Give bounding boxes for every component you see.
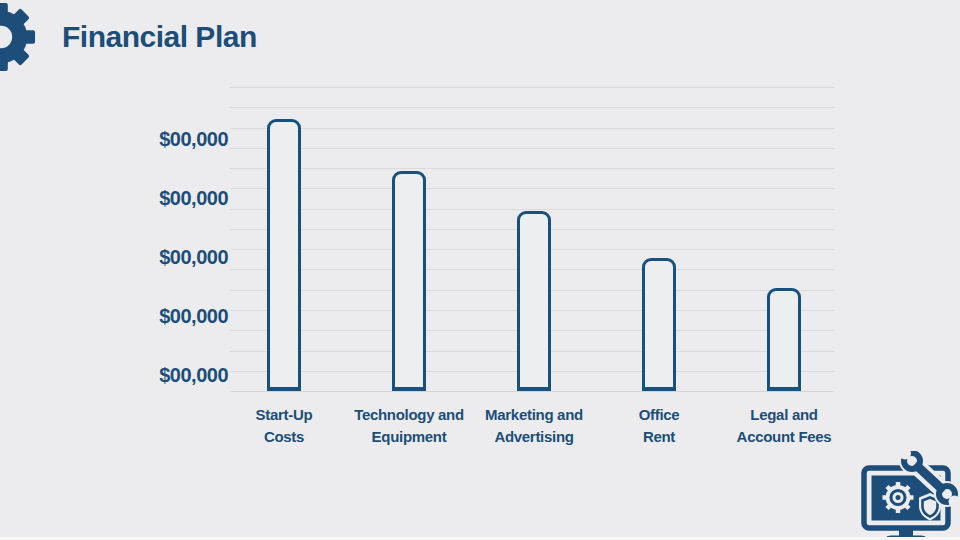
- y-axis-tick-label: $00,000: [120, 305, 228, 327]
- bar-2: [392, 171, 426, 391]
- y-axis-tick-label: $00,000: [120, 364, 228, 386]
- x-axis-label-line: Legal and: [699, 404, 869, 426]
- bar-3: [517, 211, 551, 391]
- x-axis-label: Legal andAccount Fees: [699, 404, 869, 448]
- presentation-slide: Financial Plan $00,000$00,000$00,000$00,…: [0, 0, 960, 540]
- y-axis-tick-label: $00,000: [120, 246, 228, 268]
- bar-4: [642, 258, 676, 391]
- y-axis-tick-label: $00,000: [120, 128, 228, 150]
- x-axis-label-line: Account Fees: [699, 426, 869, 448]
- financial-bar-chart: $00,000$00,000$00,000$00,000$00,000 Star…: [0, 0, 960, 540]
- bar-1: [267, 119, 301, 391]
- monitor-with-gear-shield-wrench-icon: [853, 451, 959, 540]
- y-axis-tick-label: $00,000: [120, 187, 228, 209]
- bar-5: [767, 288, 801, 391]
